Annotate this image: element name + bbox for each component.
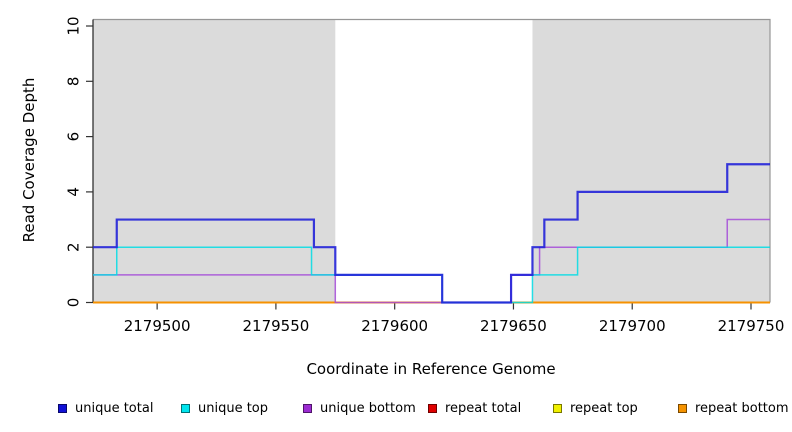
legend-item-repeat-top: repeat top	[553, 399, 638, 417]
series-line-unique-total	[93, 163, 770, 304]
x-tick-label: 2179550	[243, 317, 310, 335]
legend-item-unique-total: unique total	[58, 399, 153, 417]
y-tick-label: 2	[65, 242, 83, 252]
legend-swatch-repeat-bottom	[678, 403, 687, 413]
y-tick-label: 6	[65, 132, 83, 142]
right-repeat-region	[532, 20, 770, 303]
left-repeat-region	[93, 20, 336, 303]
y-tick-label: 4	[65, 187, 83, 197]
x-tick-label: 2179600	[361, 317, 428, 335]
y-tick-label: 10	[65, 16, 83, 35]
legend-swatch-unique-total	[58, 403, 67, 413]
x-tick-label: 2179750	[718, 317, 785, 335]
legend-item-unique-bottom: unique bottom	[303, 399, 416, 417]
legend-swatch-unique-bottom	[303, 403, 312, 413]
legend-swatch-unique-top	[181, 403, 190, 413]
x-tick-label: 2179700	[599, 317, 666, 335]
legend-label: repeat top	[570, 400, 638, 416]
legend-swatch-repeat-top	[553, 403, 562, 413]
legend-item-repeat-bottom: repeat bottom	[678, 399, 789, 417]
plot-box	[93, 18, 771, 303]
x-tick-label: 2179500	[124, 317, 191, 335]
legend-label: unique total	[75, 400, 154, 416]
x-axis-title: Coordinate in Reference Genome	[306, 360, 556, 378]
legend-label: repeat bottom	[695, 400, 789, 416]
y-tick-label: 0	[65, 298, 83, 308]
legend-swatch-repeat-total	[428, 403, 437, 413]
legend-label: repeat total	[445, 400, 522, 416]
legend-item-repeat-total: repeat total	[428, 399, 521, 417]
x-tick-label: 2179650	[480, 317, 547, 335]
legend-label: unique bottom	[320, 400, 416, 416]
legend-item-unique-top: unique top	[181, 399, 268, 417]
legend-label: unique top	[198, 400, 269, 416]
y-axis-title: Read Coverage Depth	[20, 77, 38, 243]
y-tick-label: 8	[65, 77, 83, 87]
